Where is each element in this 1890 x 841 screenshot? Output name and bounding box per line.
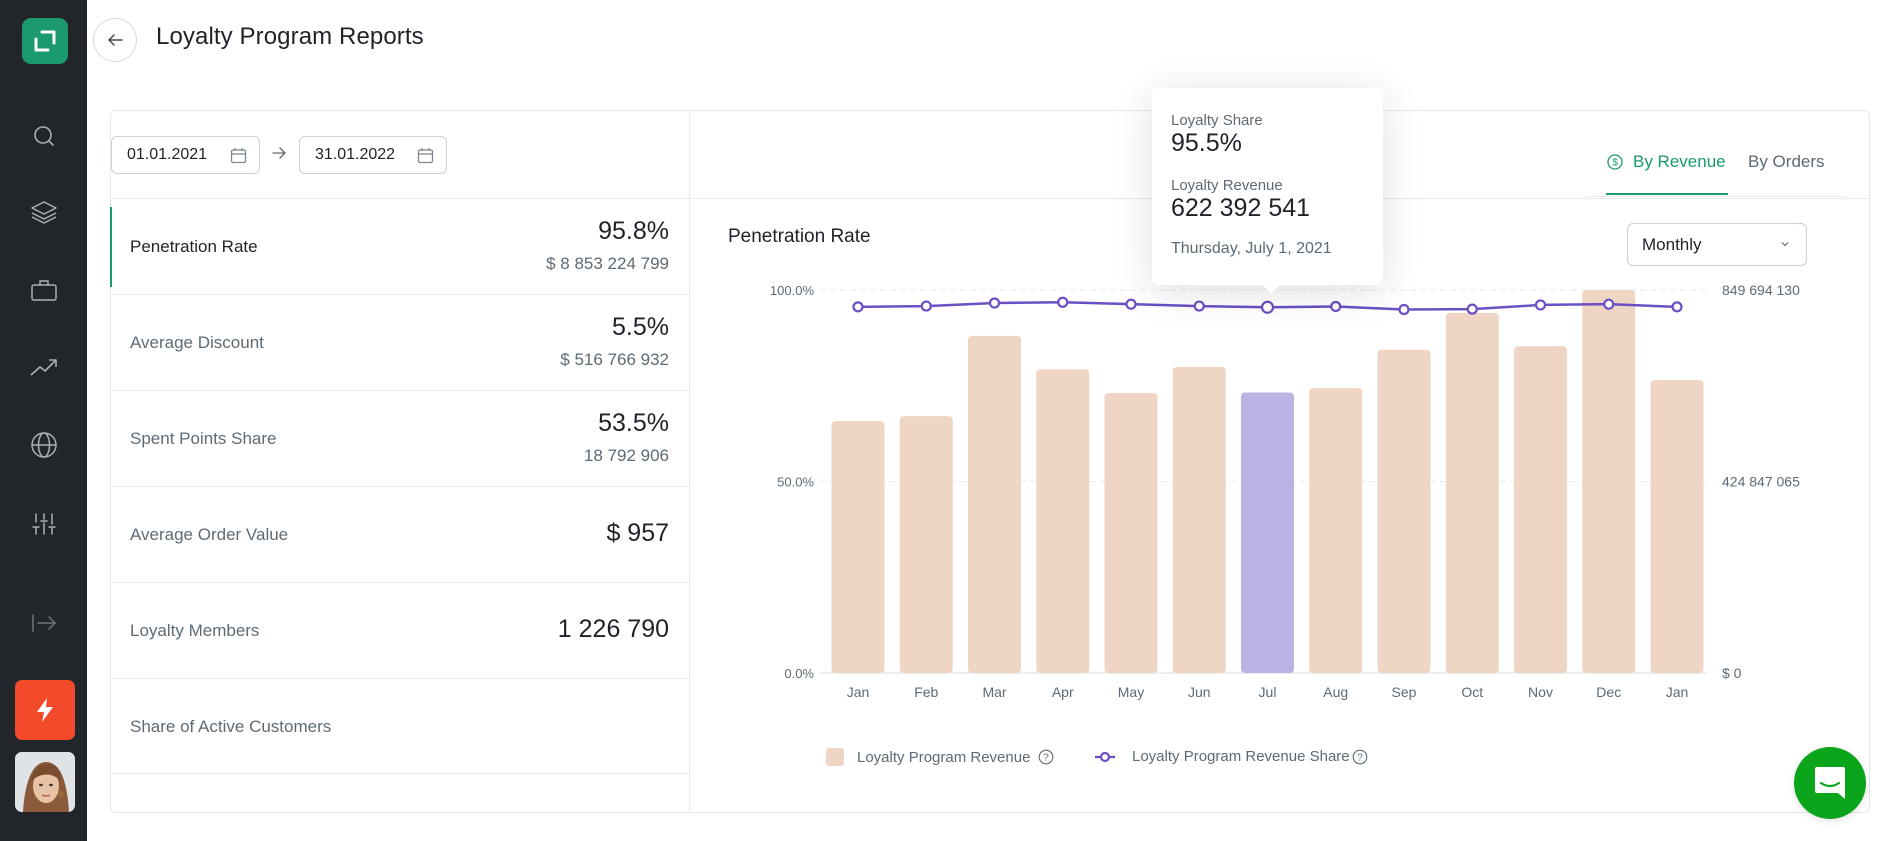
back-button[interactable] [93, 18, 137, 62]
tooltip-revenue-label: Loyalty Revenue [1171, 177, 1283, 194]
svg-text:?: ? [1044, 753, 1050, 764]
chevron-down-icon [1781, 242, 1789, 247]
legend-line-marker-icon [1095, 751, 1115, 762]
bar[interactable] [899, 416, 953, 673]
start-date-value: 01.01.2021 [127, 146, 208, 163]
bar[interactable] [1445, 312, 1499, 673]
layers-icon[interactable] [27, 195, 61, 229]
chart-title: Penetration Rate [728, 226, 871, 247]
metric-label: Average Discount [130, 332, 264, 352]
tabs-divider [1586, 196, 1846, 197]
dollar-circle-icon: $ [1607, 154, 1623, 170]
metric-label: Average Order Value [130, 524, 289, 544]
page-title: Loyalty Program Reports [156, 23, 424, 50]
briefcase-icon[interactable] [27, 273, 61, 307]
arrow-right-icon [272, 147, 286, 159]
avatar[interactable] [15, 752, 75, 812]
start-date-input[interactable]: 01.01.2021 [111, 136, 260, 174]
trending-up-icon[interactable] [27, 350, 61, 384]
sliders-icon[interactable] [27, 507, 61, 541]
metric-subvalue: $ 516 766 932 [560, 350, 669, 369]
help-icon[interactable]: ? [1038, 749, 1054, 765]
metric-label: Share of Active Customers [130, 716, 332, 736]
calendar-icon [417, 148, 434, 164]
tooltip-date: Thursday, July 1, 2021 [1171, 240, 1332, 257]
search-icon[interactable] [27, 119, 61, 153]
bar[interactable] [1172, 366, 1226, 673]
tab-label: By Orders [1748, 152, 1825, 171]
arrow-left-icon [108, 34, 123, 46]
panel-divider [689, 111, 690, 813]
bar[interactable] [1650, 380, 1704, 673]
app-logo-icon[interactable] [22, 18, 68, 64]
bar[interactable] [1241, 392, 1294, 673]
legend-label: Loyalty Program Revenue [857, 748, 1031, 766]
legend-label: Loyalty Program Revenue Share [1132, 748, 1350, 765]
metric-label: Penetration Rate [130, 236, 258, 256]
chat-button[interactable] [1794, 747, 1866, 819]
tab-label: By Revenue [1633, 152, 1726, 171]
bar[interactable] [1309, 388, 1363, 673]
metric-value: 1 226 790 [557, 615, 669, 643]
metric-average-discount[interactable]: Average Discount 5.5% $ 516 766 932 [110, 294, 689, 390]
metric-share-active-customers[interactable]: Share of Active Customers [110, 678, 689, 774]
metric-average-order-value[interactable]: Average Order Value $ 957 [110, 486, 689, 582]
legend-revenue[interactable]: Loyalty Program Revenue ? [826, 748, 1054, 766]
tab-by-revenue[interactable]: $ By Revenue [1607, 152, 1726, 172]
bar[interactable] [968, 335, 1021, 673]
chart-tooltip: Loyalty Share 95.5% Loyalty Revenue 622 … [1152, 88, 1383, 285]
calendar-icon [230, 148, 247, 164]
lightning-icon[interactable] [15, 680, 75, 740]
bar[interactable] [1377, 349, 1431, 673]
metric-label: Loyalty Members [130, 620, 260, 640]
tooltip-share-value: 95.5% [1171, 129, 1242, 157]
metric-penetration-rate[interactable]: Penetration Rate 95.8% $ 8 853 224 799 [110, 198, 689, 294]
metric-subvalue: $ 8 853 224 799 [546, 254, 669, 273]
sidebar [0, 0, 87, 841]
legend-revenue-share[interactable]: Loyalty Program Revenue Share ? [1094, 748, 1368, 765]
metric-value: 5.5% [612, 313, 669, 341]
metric-value: 95.8% [598, 217, 669, 245]
end-date-input[interactable]: 31.01.2022 [299, 136, 447, 174]
period-select-value: Monthly [1642, 234, 1702, 254]
metric-subvalue: 18 792 906 [583, 446, 669, 465]
metric-label: Spent Points Share [130, 428, 277, 448]
bar[interactable] [1036, 369, 1090, 673]
tab-by-orders[interactable]: By Orders [1748, 152, 1825, 172]
legend-bar-swatch [826, 748, 844, 766]
metric-spent-points-share[interactable]: Spent Points Share 53.5% 18 792 906 [110, 390, 689, 486]
metrics-bottom-divider [110, 773, 689, 774]
metric-loyalty-members[interactable]: Loyalty Members 1 226 790 [110, 582, 689, 678]
tooltip-revenue-value: 622 392 541 [1171, 194, 1311, 222]
metric-value: 53.5% [598, 409, 669, 437]
bar[interactable] [831, 421, 885, 673]
svg-text:$: $ [1612, 158, 1618, 169]
bar[interactable] [1514, 346, 1567, 673]
metric-value: $ 957 [606, 519, 669, 547]
bar[interactable] [1582, 290, 1636, 673]
help-icon[interactable]: ? [1352, 749, 1368, 765]
period-select[interactable]: Monthly [1627, 223, 1807, 266]
tooltip-share-label: Loyalty Share [1171, 112, 1263, 129]
end-date-value: 31.01.2022 [315, 146, 396, 163]
chat-icon [1815, 767, 1845, 799]
svg-text:?: ? [1357, 752, 1363, 763]
bar[interactable] [1104, 393, 1158, 673]
logout-icon[interactable] [27, 606, 61, 640]
active-tab-indicator [1606, 193, 1728, 195]
globe-icon[interactable] [27, 428, 61, 462]
